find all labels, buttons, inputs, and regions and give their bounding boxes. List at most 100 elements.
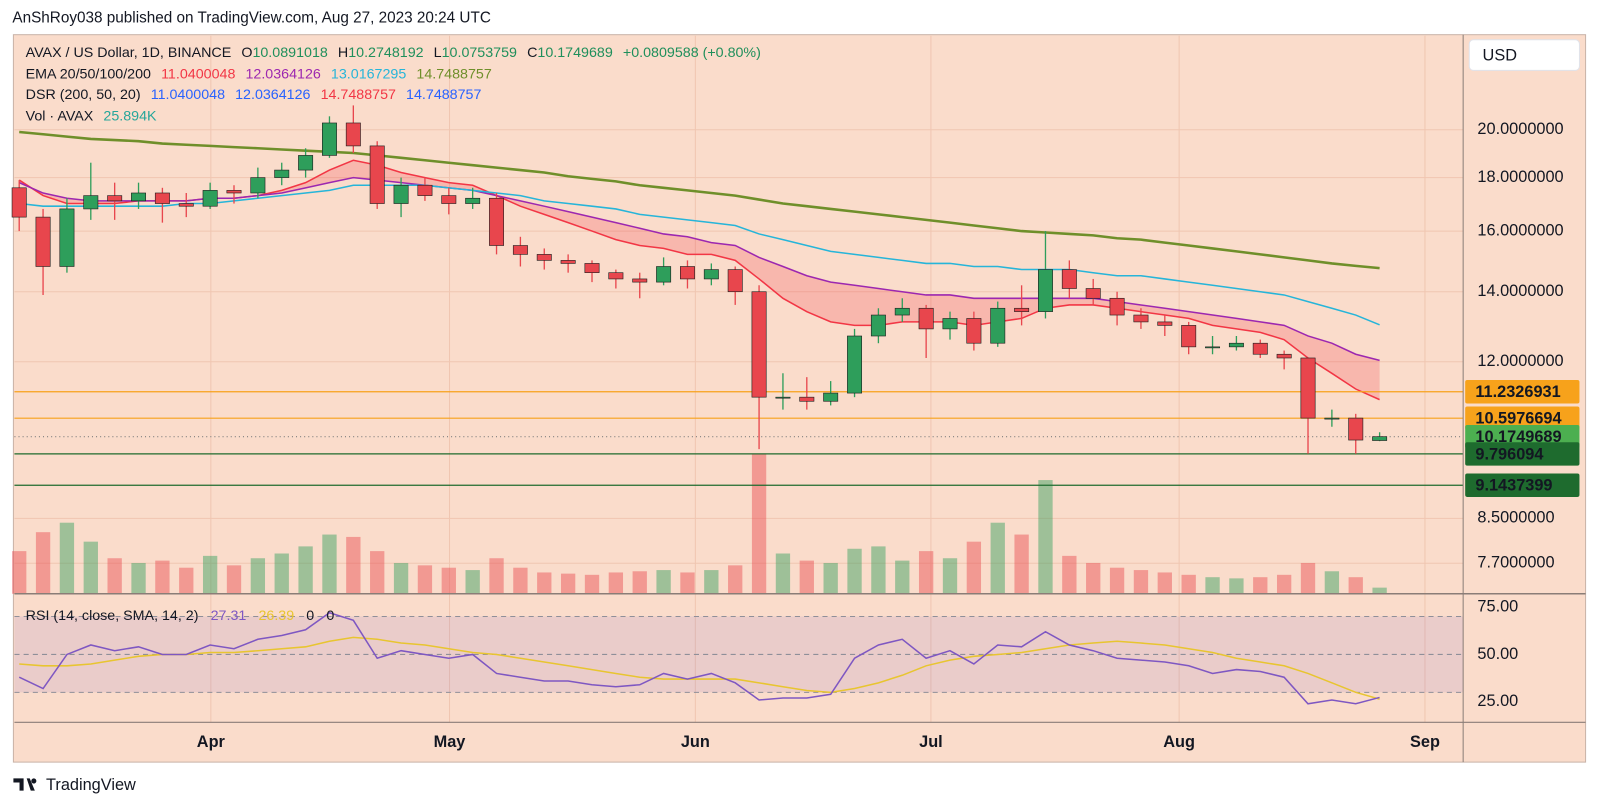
- volume-bar: [131, 562, 146, 594]
- candle-body: [656, 266, 672, 283]
- volume-bar: [489, 558, 504, 594]
- volume-bar: [847, 548, 862, 594]
- ohlc-label: H: [338, 45, 348, 61]
- volume-bar: [155, 560, 170, 594]
- volume-bar: [59, 522, 75, 594]
- x-tick-label: Jul: [919, 733, 943, 751]
- change-value: +0.0809588 (+0.80%): [623, 45, 761, 61]
- y-tick-label: 12.0000000: [1477, 352, 1563, 370]
- x-tick-label: Apr: [197, 733, 226, 751]
- candle-body: [990, 307, 1006, 344]
- price-label: 9.1437399: [1475, 477, 1552, 495]
- candles: [11, 105, 1388, 454]
- currency-label: USD: [1483, 46, 1517, 64]
- candle-body: [59, 208, 75, 267]
- ohlc-label: L: [434, 45, 442, 61]
- legend-volume: Vol · AVAX 25.894K: [26, 108, 157, 124]
- candle-body: [417, 184, 433, 196]
- volume-bar: [728, 565, 743, 594]
- volume-bar: [202, 555, 218, 594]
- legend-price: AVAX / US Dollar, 1D, BINANCE O10.089101…: [26, 45, 761, 61]
- candle-body: [918, 307, 934, 330]
- candle-body: [823, 392, 839, 402]
- volume-bar: [274, 553, 289, 594]
- candle-body: [1181, 325, 1197, 348]
- volume-bar: [322, 534, 337, 594]
- candle-body: [154, 192, 170, 204]
- legend-rsi: RSI (14, close, SMA, 14, 2) 27.31 26.39 …: [26, 608, 335, 624]
- candle-body: [226, 190, 242, 194]
- rsi-extra: 0: [326, 608, 334, 624]
- vol-label: Vol · AVAX: [26, 108, 94, 124]
- ema-line: [18, 176, 1380, 362]
- candle-body: [847, 335, 863, 394]
- candle-body: [1157, 321, 1173, 326]
- candle-body: [1228, 342, 1244, 348]
- candle-body: [942, 318, 958, 330]
- candle-body: [202, 190, 218, 207]
- candle-body: [1085, 288, 1101, 299]
- low-value: 10.0753759: [442, 45, 517, 61]
- price-label-box: [1465, 442, 1580, 466]
- dsr-value: 12.0364126: [235, 87, 310, 103]
- volume-bar: [918, 551, 934, 594]
- candle-body: [1252, 342, 1268, 355]
- ema-label: EMA 20/50/100/200: [26, 66, 151, 82]
- volume-bar: [584, 574, 600, 594]
- volume-bar: [1348, 577, 1363, 594]
- rsi-line: [18, 611, 1380, 705]
- x-tick-label: Sep: [1410, 733, 1440, 751]
- volume-bar: [751, 454, 767, 594]
- x-tick-label: Jun: [681, 733, 710, 751]
- volume-bar: [1276, 574, 1292, 594]
- volume-bar: [871, 546, 886, 594]
- volume-bar: [1157, 572, 1172, 594]
- candle-body: [178, 203, 194, 207]
- candle-body: [393, 184, 409, 204]
- candle-body: [703, 269, 719, 280]
- y-tick-label: 20.0000000: [1477, 120, 1563, 138]
- rsi-tick-label: 25.00: [1477, 692, 1518, 710]
- volume-bar: [35, 532, 51, 594]
- candle-body: [894, 307, 910, 316]
- volume-bar: [226, 565, 242, 594]
- candle-body: [131, 192, 146, 202]
- rsi-tick-label: 50.00: [1477, 645, 1518, 663]
- candle-body: [250, 177, 266, 194]
- volume-bar: [608, 572, 624, 594]
- candle-body: [345, 122, 361, 147]
- candle-body: [536, 254, 552, 261]
- price-label: 11.2326931: [1475, 383, 1560, 401]
- currency-button[interactable]: [1468, 39, 1580, 71]
- legend-dsr: DSR (200, 50, 20) 11.0400048 12.0364126 …: [26, 87, 482, 103]
- candle-body: [1109, 297, 1125, 316]
- candle-body: [322, 122, 337, 156]
- volume-bar: [1133, 570, 1149, 594]
- ema-value: 12.0364126: [245, 66, 320, 82]
- rsi-sma-line: [19, 636, 1380, 700]
- rsi-sma-value: 26.39: [258, 608, 294, 624]
- volume: [12, 454, 1387, 594]
- volume-bar: [966, 541, 982, 594]
- high-value: 10.2748192: [348, 45, 423, 61]
- rsi-tick-label: 75.00: [1477, 597, 1518, 615]
- y-tick-label: 16.0000000: [1477, 221, 1563, 239]
- volume-bar: [107, 558, 122, 594]
- volume-bar: [1062, 555, 1077, 594]
- rsi-label: RSI (14, close, SMA, 14, 2): [26, 608, 199, 624]
- y-tick-label: 14.0000000: [1477, 282, 1563, 300]
- volume-bar: [680, 572, 695, 594]
- candle-body: [1014, 307, 1030, 312]
- price-label: 10.1749689: [1475, 428, 1561, 446]
- candle-body: [274, 169, 290, 178]
- candle-body: [1348, 417, 1364, 441]
- dsr-value: 11.0400048: [151, 87, 225, 103]
- candle-body: [560, 260, 576, 264]
- volume-bar: [83, 541, 98, 594]
- candle-body: [489, 197, 505, 246]
- volume-bar: [1229, 578, 1244, 594]
- dsr-label: DSR (200, 50, 20): [26, 87, 141, 103]
- rsi-value: 27.31: [211, 608, 247, 624]
- candle-body: [1038, 269, 1053, 312]
